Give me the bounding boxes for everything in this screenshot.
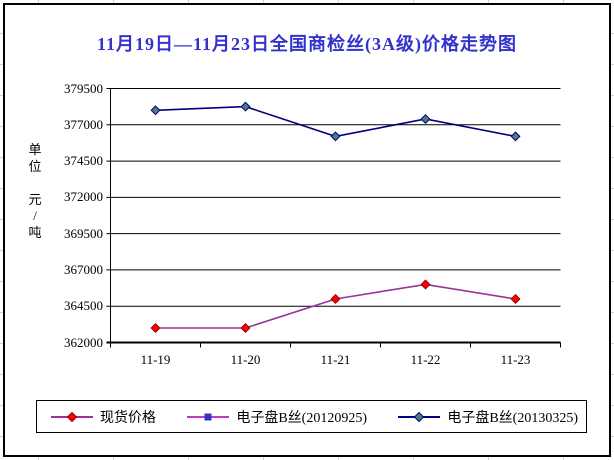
grid-stub <box>0 126 3 127</box>
grid-stub <box>611 188 614 189</box>
grid-stub <box>0 405 3 406</box>
y-axis-tick-label: 369500 <box>64 225 103 241</box>
square-marker-icon <box>204 413 212 420</box>
grid-stub <box>413 457 414 460</box>
y-axis-tick-label: 362000 <box>64 334 103 350</box>
legend-line-sample <box>398 411 441 422</box>
data-point-marker <box>150 105 161 116</box>
diamond-marker-icon <box>66 411 78 422</box>
grid-stub <box>611 405 614 406</box>
grid-stub <box>488 457 489 460</box>
grid-stub <box>611 374 614 375</box>
grid-stub <box>38 0 39 3</box>
chart-title: 11月19日—11月23日全国商检丝(3A级)价格走势图 <box>97 34 517 54</box>
data-point-marker <box>510 293 521 304</box>
data-point-marker <box>150 322 161 333</box>
grid-stub <box>188 457 189 460</box>
grid-stub <box>0 188 3 189</box>
grid-stub <box>0 157 3 158</box>
grid-stub <box>611 436 614 437</box>
x-axis-tick-label: 11-21 <box>320 352 351 367</box>
grid-stub <box>0 436 3 437</box>
grid-stub <box>263 0 264 3</box>
x-axis-tick-label: 11-20 <box>230 352 261 367</box>
x-axis-tick-label: 11-22 <box>410 352 441 367</box>
data-point-marker <box>240 322 251 333</box>
grid-stub <box>611 64 614 65</box>
data-point-marker <box>420 113 431 124</box>
legend-item-label: 现货价格 <box>100 410 156 426</box>
grid-stub <box>338 457 339 460</box>
grid-stub <box>488 0 489 3</box>
grid-stub <box>113 0 114 3</box>
data-point-marker <box>510 131 521 142</box>
grid-stub <box>413 0 414 3</box>
grid-stub <box>113 457 114 460</box>
grid-stub <box>0 312 3 313</box>
diamond-marker-icon <box>414 411 425 422</box>
grid-stub <box>611 281 614 282</box>
grid-stub <box>611 219 614 220</box>
grid-stub <box>563 0 564 3</box>
chart-frame <box>3 3 611 457</box>
grid-stub <box>0 64 3 65</box>
grid-stub <box>611 126 614 127</box>
grid-stub <box>338 0 339 3</box>
grid-stub <box>0 95 3 96</box>
grid-stub <box>611 312 614 313</box>
grid-stub <box>263 457 264 460</box>
legend: 现货价格 电子盘B丝(20120925) 电子盘B丝(20130325) <box>36 400 587 433</box>
y-axis-tick-label: 367000 <box>64 261 103 277</box>
legend-item: 电子盘B丝(20120925) <box>187 407 367 427</box>
grid-stub <box>611 33 614 34</box>
grid-stub <box>0 33 3 34</box>
y-axis-tick-label: 372000 <box>64 189 103 205</box>
grid-stub <box>0 374 3 375</box>
y-axis-tick-label: 374500 <box>64 153 103 169</box>
legend-line-sample <box>187 413 230 420</box>
grid-stub <box>38 457 39 460</box>
grid-stub <box>0 343 3 344</box>
grid-stub <box>0 250 3 251</box>
legend-line-sample <box>51 411 93 422</box>
grid-stub <box>0 281 3 282</box>
y-axis-tick-label: 379500 <box>64 80 103 96</box>
legend-item: 现货价格 <box>51 407 156 427</box>
legend-item-label: 电子盘B丝(20120925) <box>236 410 367 426</box>
grid-stub <box>0 219 3 220</box>
grid-stub <box>611 250 614 251</box>
y-axis-tick-label: 364500 <box>64 298 103 314</box>
grid-stub <box>611 157 614 158</box>
grid-stub <box>611 95 614 96</box>
x-axis-tick-label: 11-19 <box>140 352 171 367</box>
y-axis-title: 单 位 元 / 吨 <box>28 142 42 240</box>
legend-item-label: 电子盘B丝(20130325) <box>447 410 578 426</box>
data-point-marker <box>330 131 341 142</box>
y-axis-tick-label: 377000 <box>64 116 103 132</box>
x-axis-tick-label: 11-23 <box>500 352 531 367</box>
data-point-marker <box>240 101 251 112</box>
grid-stub <box>188 0 189 3</box>
data-point-marker <box>420 279 431 290</box>
grid-stub <box>563 457 564 460</box>
grid-stub <box>611 343 614 344</box>
legend-item: 电子盘B丝(20130325) <box>398 407 578 427</box>
data-point-marker <box>330 293 341 304</box>
